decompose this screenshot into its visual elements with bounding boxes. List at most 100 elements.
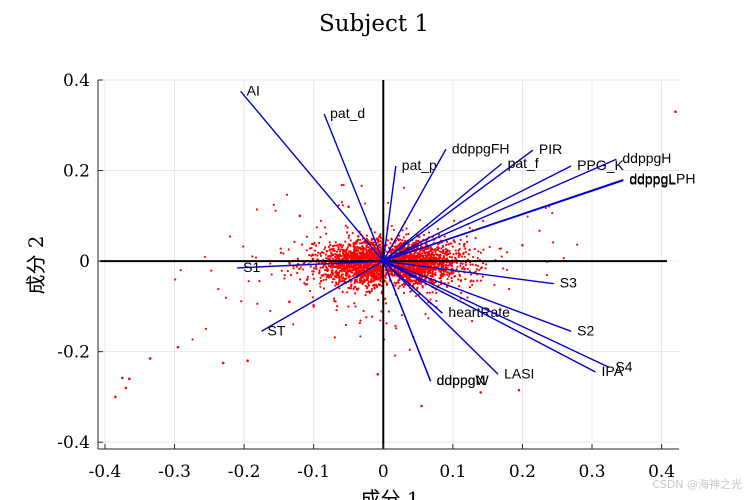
data-point [364,242,367,245]
loading-vector-ddppgh [383,158,617,262]
x-axis-label: 成分 1 [360,487,419,500]
data-point [356,281,359,284]
data-point [459,264,462,268]
outlier-point [221,361,225,365]
data-point [360,279,363,283]
data-point [436,253,439,256]
data-point [340,183,343,187]
data-point [458,247,461,251]
data-point [240,300,243,303]
data-point [341,279,344,283]
data-point [380,310,383,313]
data-point [429,264,432,267]
data-point [399,264,402,267]
data-point [325,269,328,272]
outlier-point [420,404,423,408]
vector-label-ddppgh: ddppgH [622,150,671,166]
data-point [337,254,340,257]
data-point [456,265,459,268]
data-point [339,244,342,247]
data-point [319,236,322,239]
vector-label-ppg_k: PPG_K [577,157,624,173]
x-tick-label: -0.2 [228,462,261,482]
data-point [357,249,360,252]
data-point [446,277,449,281]
data-point [462,251,465,255]
outlier-point [124,386,128,390]
data-point [174,278,177,281]
data-point [481,275,484,278]
data-point [454,249,457,252]
data-point [358,321,361,325]
data-point [363,264,366,267]
data-point [337,272,340,275]
data-point [367,274,370,277]
data-point [350,254,354,258]
data-point [347,276,350,279]
vector-label-s4: S4 [615,359,632,375]
data-point [429,253,432,256]
data-point [345,268,348,271]
data-point [426,291,429,294]
data-point [319,252,322,255]
data-point [466,296,469,299]
data-point [380,284,383,287]
data-point [295,265,298,268]
data-point [393,274,396,277]
data-point [359,335,362,338]
data-point [217,287,220,291]
data-point [372,270,376,273]
data-point [374,283,378,286]
data-point [357,247,360,250]
data-point [247,280,250,283]
data-point [318,269,321,272]
x-tick-label: 0.2 [509,462,536,482]
data-point [448,255,451,259]
vector-label-heartrate: heartRate [448,304,510,320]
data-point [352,287,355,290]
y-tick-label: 0 [79,252,90,272]
data-point [335,265,339,268]
data-point [431,291,434,294]
data-point [405,227,408,230]
data-point [457,278,460,281]
data-point [403,265,406,268]
data-point [414,255,417,259]
data-point [292,323,295,326]
data-point [365,316,368,319]
data-point [441,273,444,276]
data-point [361,247,364,250]
data-point [447,264,450,267]
data-point [552,241,555,244]
data-point [403,239,407,243]
data-point [410,254,413,257]
data-point [312,270,315,273]
data-point [451,245,454,248]
data-point [444,263,447,267]
data-point [443,235,446,238]
data-point [425,254,428,257]
data-point [423,252,426,255]
data-point [359,264,362,267]
data-point [355,253,358,256]
data-point [435,265,438,268]
data-point [427,250,431,253]
vector-label-s1: S1 [243,259,260,275]
data-point [402,282,405,285]
x-tick-label: -0.4 [89,462,122,482]
data-point [427,317,430,320]
data-point [425,243,428,246]
data-point [398,285,401,288]
data-point [394,241,397,244]
data-point [375,285,379,289]
data-point [478,268,481,272]
data-point [322,265,325,268]
data-point [339,248,343,251]
data-point [439,253,442,257]
data-point [269,262,272,265]
data-point [429,298,432,301]
data-point [362,248,366,251]
data-point [323,226,327,229]
data-point [444,251,447,254]
data-point [379,233,382,236]
